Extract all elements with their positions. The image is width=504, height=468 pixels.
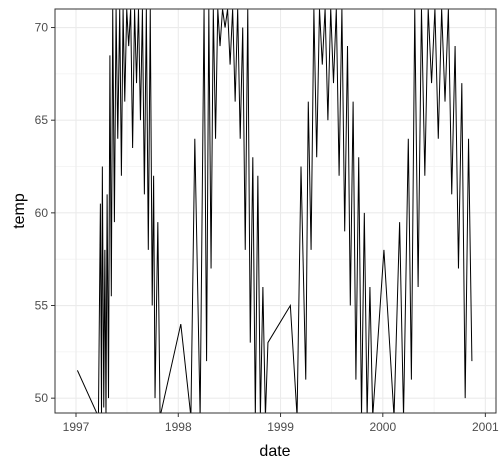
y-axis-ticks: [51, 27, 55, 399]
x-axis-tick-label: 1999: [267, 420, 294, 434]
y-axis-tick-labels: 50 55 60 65 70: [35, 21, 49, 406]
y-axis-tick-label: 50: [35, 391, 49, 405]
x-axis-tick-labels: 1997 1998 1999 2000 2001: [63, 420, 499, 434]
y-axis-tick-label: 60: [35, 206, 49, 220]
x-axis-tick-label: 2000: [369, 420, 396, 434]
y-axis-tick-label: 55: [35, 299, 49, 313]
x-axis-tick-label: 2001: [472, 420, 499, 434]
grid-minor: [55, 9, 496, 413]
x-axis-title: date: [259, 443, 290, 460]
x-axis-tick-label: 1998: [165, 420, 192, 434]
x-axis-tick-label: 1997: [63, 420, 90, 434]
plot-panel-border: [54, 8, 497, 414]
x-axis-ticks: [75, 413, 486, 417]
y-axis-title: temp: [11, 193, 28, 229]
y-axis-tick-label: 65: [35, 113, 49, 127]
grid-major: [55, 9, 496, 413]
y-axis-tick-label: 70: [35, 21, 49, 35]
plot-panel-background: [55, 9, 496, 413]
